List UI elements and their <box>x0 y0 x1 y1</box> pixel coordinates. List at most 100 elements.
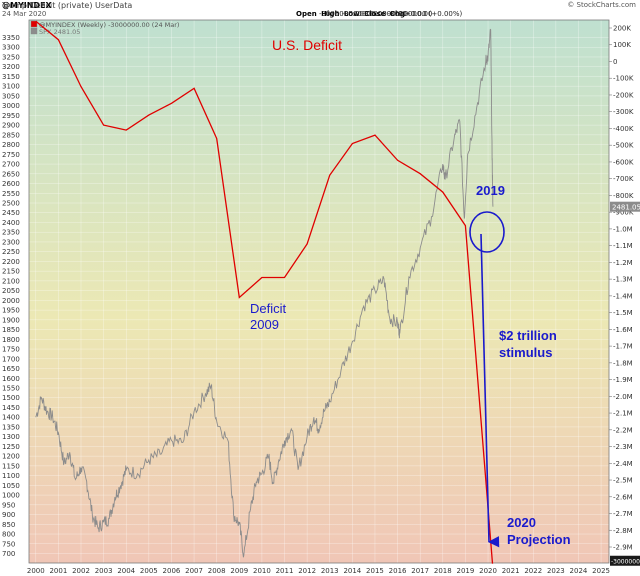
stimulus-line1: $2 trillion <box>499 328 557 343</box>
left-tick-label: 800 <box>2 531 15 539</box>
left-tick-label: 3000 <box>2 102 20 110</box>
high-label: High <box>321 10 340 18</box>
right-tick-label: -1.5M <box>613 309 633 317</box>
right-tick-label: -300K <box>613 108 634 116</box>
stimulus-arrow <box>480 233 500 548</box>
left-tick-label: 2800 <box>2 141 20 149</box>
x-tick-label: 2003 <box>95 567 113 575</box>
right-tick-label: 100K <box>613 41 631 49</box>
deficit-2009-label: Deficit <box>250 301 287 316</box>
x-tick-label: 2017 <box>411 567 429 575</box>
right-tick-label: -1.1M <box>613 242 633 250</box>
symbol-label: @MYINDEX <box>2 1 52 10</box>
chg-value: +0.00 (+0.00%) <box>405 10 463 18</box>
x-tick-label: 2006 <box>163 567 181 575</box>
right-tick-label: -2.4M <box>613 460 633 468</box>
x-tick-label: 2008 <box>208 567 226 575</box>
left-tick-label: 2100 <box>2 277 20 285</box>
x-tick-label: 2019 <box>456 567 474 575</box>
left-tick-label: 1550 <box>2 384 20 392</box>
right-tick-label: -1.0M <box>613 225 633 233</box>
right-tick-label: -1.7M <box>613 343 633 351</box>
plot-frame <box>28 19 610 564</box>
left-tick-label: 1100 <box>2 472 20 480</box>
left-tick-label: 3150 <box>2 73 20 81</box>
right-tick-label: -1.8M <box>613 359 633 367</box>
left-tick-label: 1250 <box>2 443 20 451</box>
x-tick-label: 2011 <box>276 567 294 575</box>
left-tick-label: 3100 <box>2 83 20 91</box>
projection-line2: Projection <box>507 532 571 547</box>
deficit-series-line <box>35 20 494 564</box>
right-tick-label: -2.6M <box>613 493 633 501</box>
x-tick-label: 2015 <box>366 567 384 575</box>
open-label: Open <box>296 10 317 18</box>
left-tick-label: 1400 <box>2 414 20 422</box>
ohlc-stats: Open -3000000.00 High -3000000.00 Low -3… <box>296 10 462 18</box>
x-tick-label: 2021 <box>502 567 520 575</box>
left-tick-label: 2650 <box>2 170 20 178</box>
right-tick-label: -2.3M <box>613 443 633 451</box>
left-tick-label: 2900 <box>2 122 20 130</box>
plot-background <box>29 20 609 563</box>
left-tick-label: 2200 <box>2 258 20 266</box>
low-label: Low <box>343 10 360 18</box>
right-tick-label: -800K <box>613 192 634 200</box>
x-tick-label: 2018 <box>434 567 452 575</box>
left-tick-label: 1850 <box>2 326 20 334</box>
left-tick-label: 2600 <box>2 180 20 188</box>
right-tick-label: -1.2M <box>613 259 633 267</box>
left-tick-label: 2850 <box>2 131 20 139</box>
left-tick-label: 2450 <box>2 209 20 217</box>
deficit-last-value: -3000000 <box>611 559 640 566</box>
left-tick-label: 1450 <box>2 404 20 412</box>
left-tick-label: 2550 <box>2 190 20 198</box>
left-tick-label: 1300 <box>2 433 20 441</box>
right-tick-label: 0 <box>613 58 617 66</box>
right-tick-label: -1.9M <box>613 376 633 384</box>
x-tick-label: 2024 <box>570 567 588 575</box>
left-tick-label: 1700 <box>2 355 20 363</box>
right-tick-label: -2.2M <box>613 426 633 434</box>
left-tick-label: 2300 <box>2 238 20 246</box>
legend-myindex: @MYINDEX (Weekly) -3000000.00 (24 Mar) <box>39 21 179 29</box>
legend: @MYINDEX (Weekly) -3000000.00 (24 Mar) S… <box>30 20 179 36</box>
right-tick-label: -600K <box>613 158 634 166</box>
x-tick-label: 2005 <box>140 567 158 575</box>
marker-2019-label: 2019 <box>476 183 505 198</box>
x-tick-label: 2012 <box>298 567 316 575</box>
gridlines <box>29 20 609 563</box>
right-tick-label: -2.5M <box>613 477 633 485</box>
right-tick-label: -2.1M <box>613 410 633 418</box>
x-tick-label: 2013 <box>321 567 339 575</box>
legend-swatch-spx <box>30 27 38 35</box>
subtitle-label: Trump Deficit (private) UserData <box>2 1 133 10</box>
left-tick-label: 1000 <box>2 492 20 500</box>
stimulus-line2: stimulus <box>499 345 552 360</box>
left-tick-label: 3200 <box>2 63 20 71</box>
x-tick-label: 2025 <box>592 567 610 575</box>
x-tick-label: 2001 <box>49 567 67 575</box>
left-tick-label: 900 <box>2 511 15 519</box>
x-tick-label: 2022 <box>524 567 542 575</box>
left-tick-label: 3250 <box>2 53 20 61</box>
right-tick-label: -2.9M <box>613 544 633 552</box>
left-tick-label: 1050 <box>2 482 20 490</box>
right-tick-label: -1.3M <box>613 276 633 284</box>
title-annotation: U.S. Deficit <box>272 37 342 53</box>
left-tick-label: 2500 <box>2 200 20 208</box>
right-tick-label: -2.7M <box>613 510 633 518</box>
right-tick-label: -200K <box>613 91 634 99</box>
left-tick-label: 3050 <box>2 92 20 100</box>
close-label: Close <box>364 10 386 18</box>
legend-spx: SPX 2481.05 <box>39 28 80 36</box>
left-tick-label: 1600 <box>2 375 20 383</box>
right-tick-label: -700K <box>613 175 634 183</box>
left-tick-label: 1200 <box>2 453 20 461</box>
right-axis: 200K 100K 0 -100K -200K -300K -400K -500K -600K -… <box>609 25 634 552</box>
left-tick-label: 700 <box>2 550 15 558</box>
spx-last-value: 2481.05 <box>612 204 640 212</box>
left-tick-label: 2150 <box>2 268 20 276</box>
right-tick-label: -900K <box>613 209 634 217</box>
